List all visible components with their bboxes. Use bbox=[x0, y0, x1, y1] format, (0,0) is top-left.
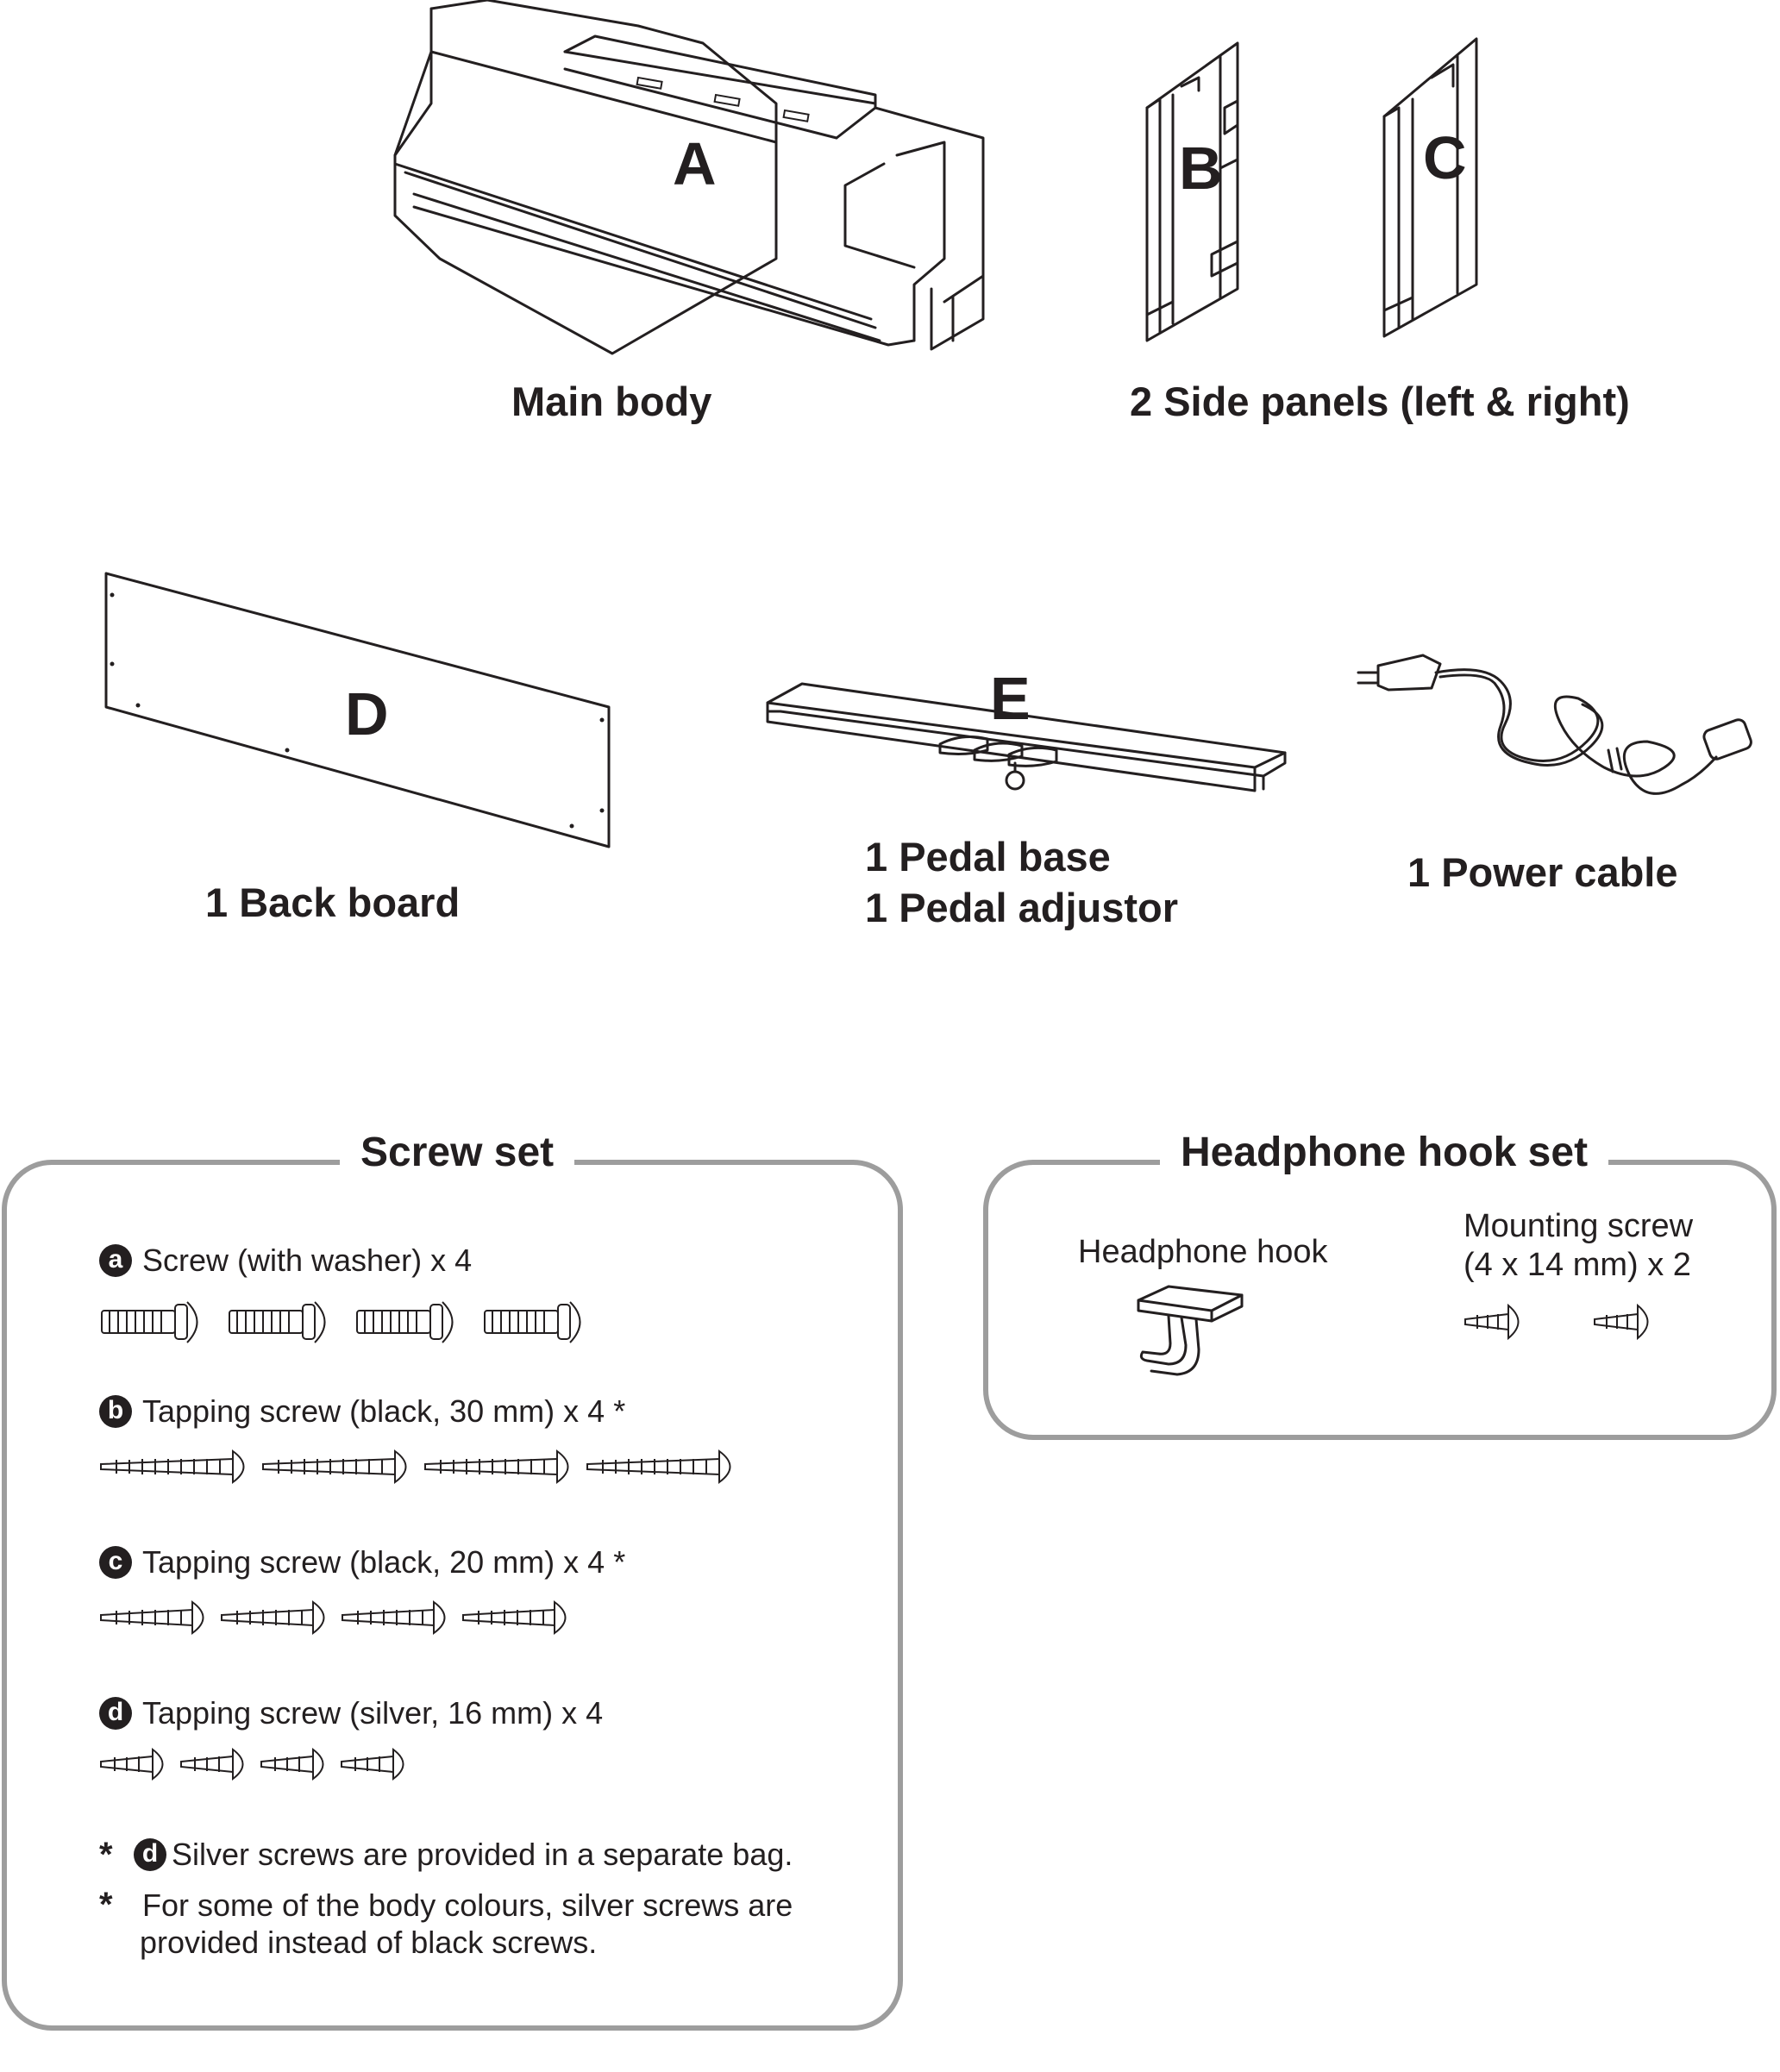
screw-a-row bbox=[101, 1301, 581, 1343]
note-body-colours: * For some of the body colours, silver s… bbox=[99, 1885, 793, 1960]
pedal-adjustor-caption: 1 Pedal adjustor bbox=[865, 885, 1179, 930]
note-silver-bag-text: Silver screws are provided in a separate… bbox=[172, 1837, 793, 1873]
back-board-caption: 1 Back board bbox=[205, 880, 461, 925]
badge-b: b bbox=[99, 1394, 132, 1428]
side-panels-caption: 2 Side panels (left & right) bbox=[1130, 379, 1630, 424]
screw-c-row bbox=[100, 1600, 567, 1635]
note-star: * bbox=[99, 1836, 113, 1874]
back-board-illustration bbox=[104, 572, 611, 848]
screw-d-row bbox=[100, 1748, 404, 1781]
screw-a-icon bbox=[484, 1301, 581, 1343]
mounting-screw-label-line1: Mounting screw bbox=[1463, 1208, 1694, 1244]
main-body-letter: A bbox=[673, 130, 717, 197]
note-body-colours-line1: For some of the body colours, silver scr… bbox=[142, 1887, 793, 1923]
screw-d-label: d Tapping screw (silver, 16 mm) x 4 bbox=[99, 1694, 603, 1731]
screw-b-label: b Tapping screw (black, 30 mm) x 4 * bbox=[99, 1393, 625, 1430]
main-body-caption: Main body bbox=[511, 379, 712, 424]
headphone-hook-icon bbox=[1137, 1285, 1244, 1376]
power-cable-illustration bbox=[1357, 654, 1752, 795]
side-panel-left-letter: B bbox=[1179, 135, 1223, 202]
pedal-base-caption: 1 Pedal base bbox=[865, 834, 1111, 880]
power-cable-caption: 1 Power cable bbox=[1407, 849, 1678, 895]
headphone-hook-set-title: Headphone hook set bbox=[1160, 1128, 1609, 1178]
note-silver-bag: * d Silver screws are provided in a sepa… bbox=[99, 1835, 793, 1875]
screw-c-label: c Tapping screw (black, 20 mm) x 4 * bbox=[99, 1543, 625, 1581]
mounting-screw-row bbox=[1464, 1303, 1649, 1341]
back-board-letter: D bbox=[345, 680, 389, 748]
side-panel-right-letter: C bbox=[1423, 124, 1467, 191]
screw-a-icon bbox=[101, 1301, 198, 1343]
screw-a-icon bbox=[356, 1301, 454, 1343]
badge-d: d bbox=[99, 1696, 132, 1730]
screw-a-icon bbox=[229, 1301, 326, 1343]
note-body-colours-line2: provided instead of black screws. bbox=[140, 1925, 598, 1960]
screw-b-row bbox=[100, 1449, 731, 1484]
side-panel-right-illustration bbox=[1382, 37, 1478, 338]
screw-c-text: Tapping screw (black, 20 mm) x 4 * bbox=[142, 1544, 626, 1580]
screw-set-title: Screw set bbox=[340, 1128, 575, 1178]
note-star: * bbox=[99, 1886, 113, 1924]
screw-d-text: Tapping screw (silver, 16 mm) x 4 bbox=[142, 1695, 604, 1731]
screw-a-text: Screw (with washer) x 4 bbox=[142, 1243, 473, 1278]
headphone-hook-label: Headphone hook bbox=[1078, 1234, 1328, 1270]
badge-a: a bbox=[99, 1243, 132, 1277]
screw-b-text: Tapping screw (black, 30 mm) x 4 * bbox=[142, 1393, 626, 1429]
screw-a-label: a Screw (with washer) x 4 bbox=[99, 1242, 472, 1279]
badge-c: c bbox=[99, 1545, 132, 1579]
side-panel-left-illustration bbox=[1145, 41, 1239, 342]
main-body-illustration bbox=[393, 0, 985, 355]
mounting-screw-label-line2: (4 x 14 mm) x 2 bbox=[1463, 1247, 1691, 1283]
badge-d-note: d bbox=[134, 1838, 166, 1871]
pedal-base-illustration bbox=[766, 682, 1287, 792]
pedal-base-letter: E bbox=[990, 665, 1031, 732]
